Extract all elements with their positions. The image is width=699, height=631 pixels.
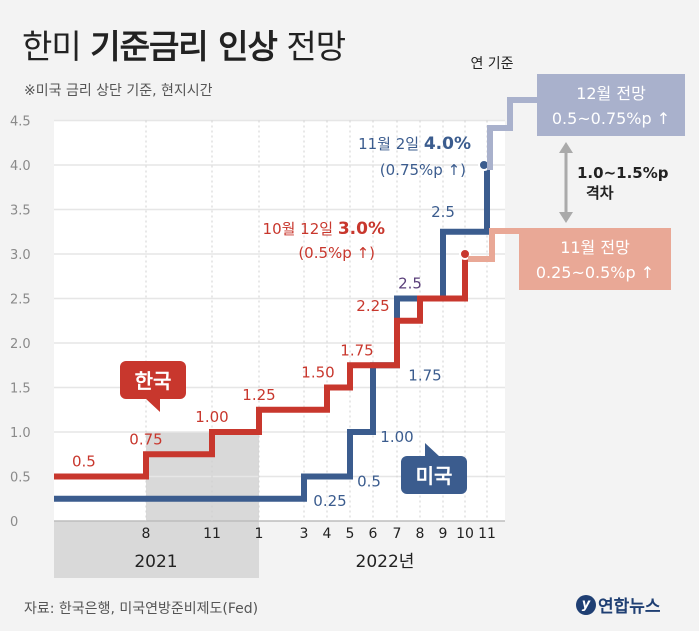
- us-forecast-connector: [487, 97, 540, 170]
- y-tick-label: 3.0: [10, 248, 31, 263]
- korea-forecast-connector: [468, 228, 520, 262]
- y-tick-label: 0: [10, 515, 18, 530]
- logo-text: 연합뉴스: [598, 597, 661, 617]
- year-label-2021: 2021: [134, 552, 177, 572]
- y-tick-label: 2.0: [10, 337, 31, 352]
- korea-callout-tail: [145, 398, 160, 412]
- year-label-2022: 2022년: [356, 552, 415, 572]
- title-part1: 한미: [22, 27, 91, 66]
- x-tick-label: 9: [439, 526, 448, 542]
- gap-label-value: 1.0~1.5%p: [577, 164, 669, 182]
- korea-oct-date: 10월 12일: [263, 220, 338, 238]
- us-callout-tail: [425, 443, 440, 457]
- korea-oct-annotation: 10월 12일 3.0%: [263, 219, 385, 239]
- us-nov-rate: 4.0%: [424, 134, 471, 154]
- x-tick-label: 3: [300, 526, 309, 542]
- x-tick-label: 4: [323, 526, 332, 542]
- y-tick-label: 4.5: [10, 115, 31, 130]
- y-tick-label: 2.5: [10, 293, 31, 308]
- korea-label-6: 2.25: [356, 297, 389, 315]
- korea-forecast-box: [519, 228, 671, 290]
- y-tick-label: 1.0: [10, 426, 31, 441]
- yonhap-logo-icon: y: [576, 594, 596, 615]
- korea-oct-rate: 3.0%: [338, 219, 385, 239]
- us-nov-date: 11월 2일: [358, 135, 424, 153]
- korea-callout-box: [120, 361, 186, 399]
- us-nov-annotation: 11월 2일 4.0%: [358, 134, 471, 154]
- us-nov-change: (0.75%p ↑): [380, 161, 466, 179]
- subtitle: ※미국 금리 상단 기준, 현지시간: [24, 83, 213, 99]
- gap-label-text: 격차: [586, 184, 614, 202]
- korea-label-1: 0.75: [129, 430, 162, 448]
- x-tick-label: 8: [416, 526, 425, 542]
- series-korea-line: [54, 254, 468, 480]
- us-callout-box: [401, 456, 467, 494]
- source-text: 자료: 한국은행, 미국연방준비제도(Fed): [24, 601, 259, 617]
- y-tick-label: 0.5: [10, 471, 31, 486]
- korea-oct-change: (0.5%p ↑): [298, 244, 375, 262]
- x-tick-label: 11: [203, 526, 221, 542]
- korea-callout-label: 한국: [135, 369, 172, 393]
- y-tick-label: 4.0: [10, 159, 31, 174]
- y-tick-label: 1.5: [10, 382, 31, 397]
- korea-label-2: 1.00: [195, 408, 228, 426]
- korea-label-4: 1.50: [301, 364, 334, 382]
- x-tick-label: 5: [346, 526, 355, 542]
- page-title: 한미 기준금리 인상 전망: [22, 20, 346, 68]
- us-forecast-title: 12월 전망: [576, 84, 646, 103]
- us-forecast-box: [537, 74, 685, 136]
- korea-end-point: [459, 248, 471, 260]
- us-label-3: 1.00: [380, 428, 413, 446]
- x-tick-label: 1: [255, 526, 264, 542]
- x-tick-label: 7: [393, 526, 402, 542]
- korea-forecast-title: 11월 전망: [560, 238, 630, 257]
- year-end-basis-label: 연 기준: [470, 56, 513, 72]
- us-label-6: 2.5: [431, 203, 455, 221]
- x-tick-label: 8: [142, 526, 151, 542]
- korea-forecast-value: 0.25~0.5%p ↑: [536, 263, 654, 282]
- yonhap-logo: y 연합뉴스: [576, 592, 661, 617]
- us-label-5: 2.5: [398, 275, 422, 293]
- gap-arrow-up-icon: [559, 142, 573, 153]
- us-label-1: 0.25: [313, 492, 346, 510]
- x-tick-label: 6: [369, 526, 378, 542]
- us-callout-label: 미국: [416, 464, 453, 488]
- korea-label-0: 0.5: [72, 453, 96, 471]
- gap-arrow-down-icon: [559, 212, 573, 223]
- title-part3: 전망: [276, 27, 346, 66]
- title-bold: 기준금리 인상: [90, 27, 278, 66]
- x-tick-label: 11: [478, 526, 496, 542]
- year-2021-axis-shade: [54, 521, 259, 578]
- x-tick-label: 10: [456, 526, 474, 542]
- us-label-4: 1.75: [408, 366, 441, 384]
- us-forecast-value: 0.5~0.75%p ↑: [552, 109, 670, 128]
- korea-label-5: 1.75: [340, 341, 373, 359]
- y-tick-label: 3.5: [10, 204, 31, 219]
- korea-label-3: 1.25: [242, 386, 275, 404]
- us-label-2: 0.5: [357, 473, 381, 491]
